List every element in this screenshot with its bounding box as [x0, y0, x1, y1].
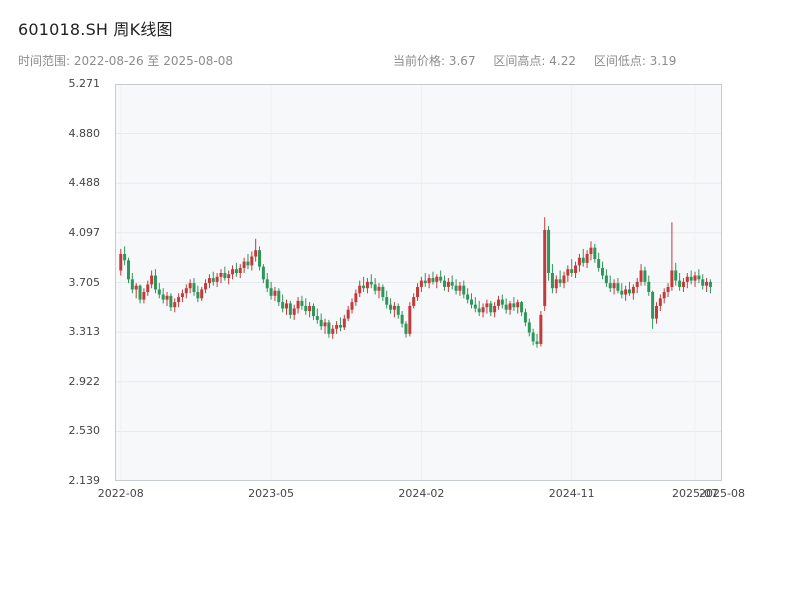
y-axis-tick-label: 3.313 — [68, 325, 101, 339]
y-axis-tick-label: 2.139 — [68, 474, 101, 487]
candlestick-plot — [115, 84, 722, 481]
x-axis: 2022-08 2023-05 2024-02 2024-11 2025-07 2025-… — [98, 487, 745, 507]
current-price-label: 当前价格: 3.67 — [393, 54, 476, 68]
y-axis: 5.271 4.880 4.488 4.097 3.705 3.313 2.922 2.530… — [0, 77, 107, 487]
x-axis-tick-label: 2023-05 — [248, 487, 295, 500]
price-summary: 当前价格: 3.67 区间高点: 4.22 区间低点: 3.19 — [393, 52, 690, 69]
y-axis-tick-label: 5.271 — [68, 77, 101, 90]
y-axis-tick-label: 2.530 — [68, 424, 101, 438]
range-low-label: 区间低点: 3.19 — [593, 54, 677, 68]
x-axis-tick-label: 2025-07 — [672, 487, 718, 500]
x-axis-tick-label: 2025-08 — [699, 487, 745, 500]
y-axis-tick-label: 3.705 — [68, 275, 101, 289]
time-range-label: 时间范围: 2022-08-26 至 2025-08-08 — [18, 54, 233, 68]
candlestick-canvas — [115, 84, 722, 481]
x-axis-tick-label: 2024-02 — [398, 487, 445, 500]
page-title: 601018.SH 周K线图 — [18, 20, 173, 39]
y-axis-tick-label: 4.097 — [68, 225, 101, 239]
x-axis-tick-label: 2024-11 — [548, 487, 595, 500]
x-axis-tick-label: 2022-08 — [97, 487, 144, 500]
y-axis-tick-label: 4.488 — [68, 176, 101, 190]
y-axis-tick-label: 2.922 — [68, 374, 101, 388]
range-high-label: 区间高点: 4.22 — [493, 54, 576, 68]
y-axis-tick-label: 4.880 — [68, 126, 101, 140]
